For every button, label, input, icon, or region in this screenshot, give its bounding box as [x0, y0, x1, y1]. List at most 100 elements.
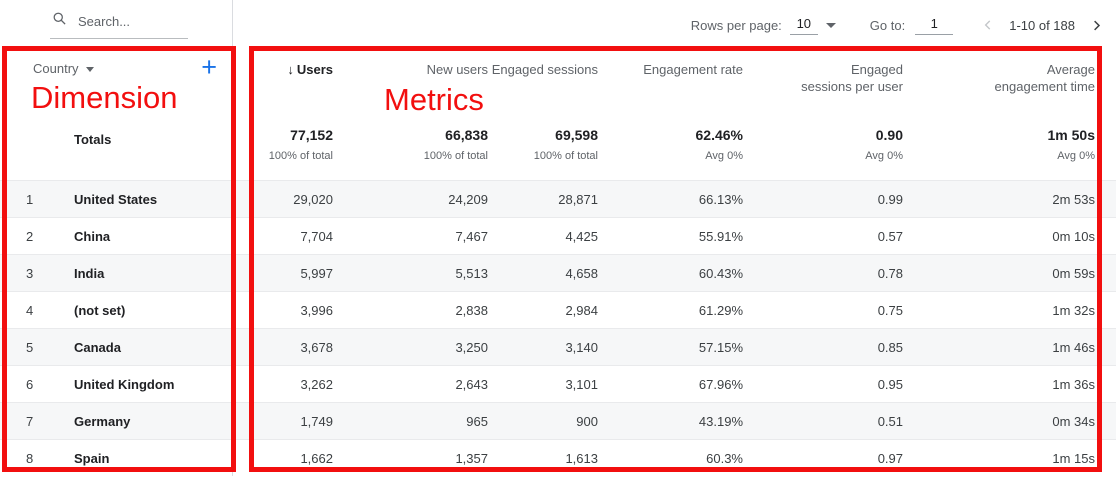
- cell-engaged-sessions: 2,984: [565, 302, 598, 318]
- cell-avg-engagement-time: 2m 53s: [1052, 191, 1095, 207]
- column-header-avg-engagement-time[interactable]: Average engagement time: [994, 62, 1095, 94]
- totals-label: Totals: [0, 114, 233, 180]
- row-country: India: [74, 265, 105, 281]
- row-rank: 8: [26, 450, 34, 466]
- cell-engaged-sessions: 1,613: [565, 450, 598, 466]
- cell-avg-engagement-time: 1m 46s: [1052, 339, 1095, 355]
- pagination-section: Rows per page: 10 Go to: 1-10 of 188: [233, 0, 1116, 46]
- table-toolbar: Rows per page: 10 Go to: 1-10 of 188: [0, 0, 1116, 46]
- totals-avg-engagement-time: 1m 50s Avg 0%: [1047, 127, 1095, 162]
- column-header-new-users[interactable]: New users: [426, 62, 488, 77]
- column-header-engaged-sessions[interactable]: Engaged sessions: [491, 62, 598, 77]
- cell-users: 29,020: [293, 191, 333, 207]
- cell-engaged-sessions-per-user: 0.95: [877, 376, 903, 392]
- cell-new-users: 2,838: [455, 302, 488, 318]
- cell-users: 7,704: [300, 228, 333, 244]
- cell-engaged-sessions: 4,425: [565, 228, 598, 244]
- row-country: United States: [74, 191, 158, 207]
- cell-new-users: 965: [466, 413, 488, 429]
- row-rank: 1: [26, 191, 34, 207]
- table-row: 1 United States 29,020 24,209 28,871 66.…: [0, 180, 1116, 217]
- table-row: 3 India 5,997 5,513 4,658 60.43% 0.78 0m…: [0, 254, 1116, 291]
- table-body: 1 United States 29,020 24,209 28,871 66.…: [0, 180, 1116, 476]
- search-field[interactable]: [50, 11, 188, 39]
- search-icon: [52, 11, 67, 31]
- dimension-selector-label: Country: [33, 61, 79, 76]
- cell-engagement-rate: 60.43%: [698, 265, 743, 281]
- cell-engaged-sessions-per-user: 0.51: [877, 413, 903, 429]
- cell-engagement-rate: 55.91%: [698, 228, 743, 244]
- dimension-header: Country +: [0, 46, 233, 114]
- table-row: 8 Spain 1,662 1,357 1,613 60.3% 0.97 1m …: [0, 439, 1116, 476]
- row-rank: 2: [26, 228, 34, 244]
- row-rank: 7: [26, 413, 34, 429]
- cell-users: 1,662: [300, 450, 333, 466]
- next-page-button[interactable]: [1087, 16, 1106, 35]
- cell-engaged-sessions-per-user: 0.75: [877, 302, 903, 318]
- row-country: Spain: [74, 450, 110, 466]
- cell-users: 3,262: [300, 376, 333, 392]
- cell-avg-engagement-time: 0m 59s: [1052, 265, 1095, 281]
- row-country: Canada: [74, 339, 121, 355]
- cell-users: 3,678: [300, 339, 333, 355]
- country-dimension-selector[interactable]: Country: [33, 61, 94, 76]
- cell-avg-engagement-time: 1m 32s: [1052, 302, 1095, 318]
- cell-new-users: 1,357: [455, 450, 488, 466]
- totals-row: Totals 77,152 100% of total 66,838 100% of…: [0, 114, 1116, 180]
- cell-avg-engagement-time: 0m 10s: [1052, 228, 1095, 244]
- row-rank: 3: [26, 265, 34, 281]
- dropdown-caret-icon[interactable]: [825, 22, 836, 28]
- cell-engagement-rate: 60.3%: [706, 450, 743, 466]
- cell-engaged-sessions: 4,658: [565, 265, 598, 281]
- totals-users: 77,152 100% of total: [268, 127, 333, 162]
- cell-users: 1,749: [300, 413, 333, 429]
- chevron-left-icon: [984, 20, 991, 30]
- row-country: China: [74, 228, 111, 244]
- totals-engaged-sessions: 69,598 100% of total: [533, 127, 598, 162]
- totals-engaged-sessions-per-user: 0.90 Avg 0%: [865, 127, 903, 162]
- cell-engagement-rate: 67.96%: [698, 376, 743, 392]
- add-dimension-button[interactable]: +: [201, 52, 217, 82]
- column-header-engaged-sessions-per-user[interactable]: Engaged sessions per user: [801, 62, 903, 94]
- column-header-engagement-rate[interactable]: Engagement rate: [643, 62, 743, 77]
- cell-users: 3,996: [300, 302, 333, 318]
- cell-engagement-rate: 43.19%: [698, 413, 743, 429]
- cell-engaged-sessions: 3,140: [565, 339, 598, 355]
- cell-new-users: 3,250: [455, 339, 488, 355]
- cell-engaged-sessions: 900: [576, 413, 598, 429]
- row-rank: 5: [26, 339, 34, 355]
- cell-engaged-sessions: 28,871: [558, 191, 598, 207]
- table-header-row: Country + ↓ Users New users Engaged sessi…: [0, 46, 1116, 114]
- cell-avg-engagement-time: 0m 34s: [1052, 413, 1095, 429]
- sort-desc-icon: ↓: [287, 62, 294, 77]
- table-row: 2 China 7,704 7,467 4,425 55.91% 0.57 0m…: [0, 217, 1116, 254]
- page-range-label: 1-10 of 188: [1009, 17, 1075, 33]
- totals-new-users: 66,838 100% of total: [423, 127, 488, 162]
- cell-engaged-sessions-per-user: 0.97: [877, 450, 903, 466]
- cell-engagement-rate: 57.15%: [698, 339, 743, 355]
- column-header-users[interactable]: ↓ Users: [287, 62, 333, 77]
- goto-input[interactable]: [915, 15, 954, 35]
- cell-engaged-sessions-per-user: 0.99: [877, 191, 903, 207]
- cell-engaged-sessions-per-user: 0.57: [877, 228, 903, 244]
- chevron-right-icon: [1094, 20, 1101, 30]
- search-section: [0, 0, 233, 46]
- cell-new-users: 24,209: [448, 191, 488, 207]
- rows-per-page-label: Rows per page:: [690, 17, 782, 33]
- search-input[interactable]: [76, 12, 180, 30]
- cell-engagement-rate: 61.29%: [698, 302, 743, 318]
- row-rank: 6: [26, 376, 34, 392]
- goto-label: Go to:: [869, 17, 906, 33]
- row-country: (not set): [74, 302, 126, 318]
- cell-new-users: 5,513: [455, 265, 488, 281]
- cell-avg-engagement-time: 1m 36s: [1052, 376, 1095, 392]
- table-row: 5 Canada 3,678 3,250 3,140 57.15% 0.85 1…: [0, 328, 1116, 365]
- cell-users: 5,997: [300, 265, 333, 281]
- totals-engagement-rate: 62.46% Avg 0%: [695, 127, 743, 162]
- cell-avg-engagement-time: 1m 15s: [1052, 450, 1095, 466]
- rows-per-page-select[interactable]: 10: [789, 16, 818, 35]
- prev-page-button[interactable]: [979, 16, 997, 34]
- cell-new-users: 2,643: [455, 376, 488, 392]
- cell-engaged-sessions-per-user: 0.85: [877, 339, 903, 355]
